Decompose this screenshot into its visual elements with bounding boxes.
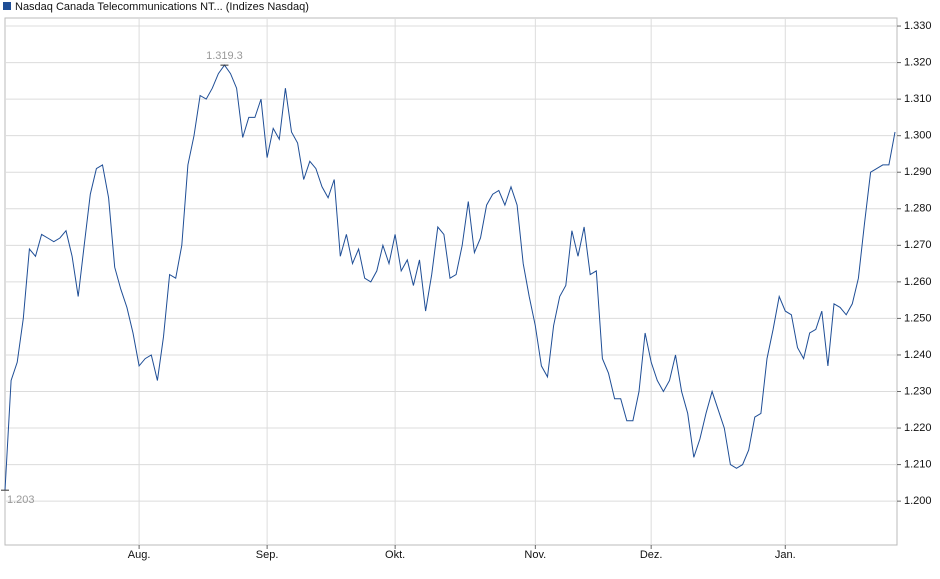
x-tick-label: Jan. (775, 549, 796, 561)
legend-label: Nasdaq Canada Telecommunications NT... (… (15, 1, 309, 13)
y-tick-label: 1.260 (904, 276, 932, 288)
x-tick-label: Aug. (128, 549, 151, 561)
y-tick-label: 1.320 (904, 56, 932, 68)
x-tick-label: Sep. (256, 549, 279, 561)
y-tick-label: 1.300 (904, 130, 932, 142)
y-tick-label: 1.200 (904, 495, 932, 507)
y-tick-label: 1.230 (904, 385, 932, 397)
y-tick-label: 1.270 (904, 239, 932, 251)
y-tick-label: 1.210 (904, 459, 932, 471)
y-tick-label: 1.310 (904, 93, 932, 105)
extreme-label: 1.319.3 (206, 50, 243, 62)
y-tick-label: 1.240 (904, 349, 932, 361)
y-tick-label: 1.250 (904, 312, 932, 324)
x-tick-label: Okt. (385, 549, 405, 561)
y-tick-label: 1.280 (904, 203, 932, 215)
y-tick-label: 1.220 (904, 422, 932, 434)
legend-swatch (3, 2, 11, 10)
x-tick-label: Nov. (524, 549, 546, 561)
y-tick-label: 1.290 (904, 166, 932, 178)
extreme-label: 1.203 (7, 494, 35, 506)
x-tick-label: Dez. (640, 549, 663, 561)
y-tick-label: 1.330 (904, 20, 932, 32)
price-line (4, 64, 896, 491)
